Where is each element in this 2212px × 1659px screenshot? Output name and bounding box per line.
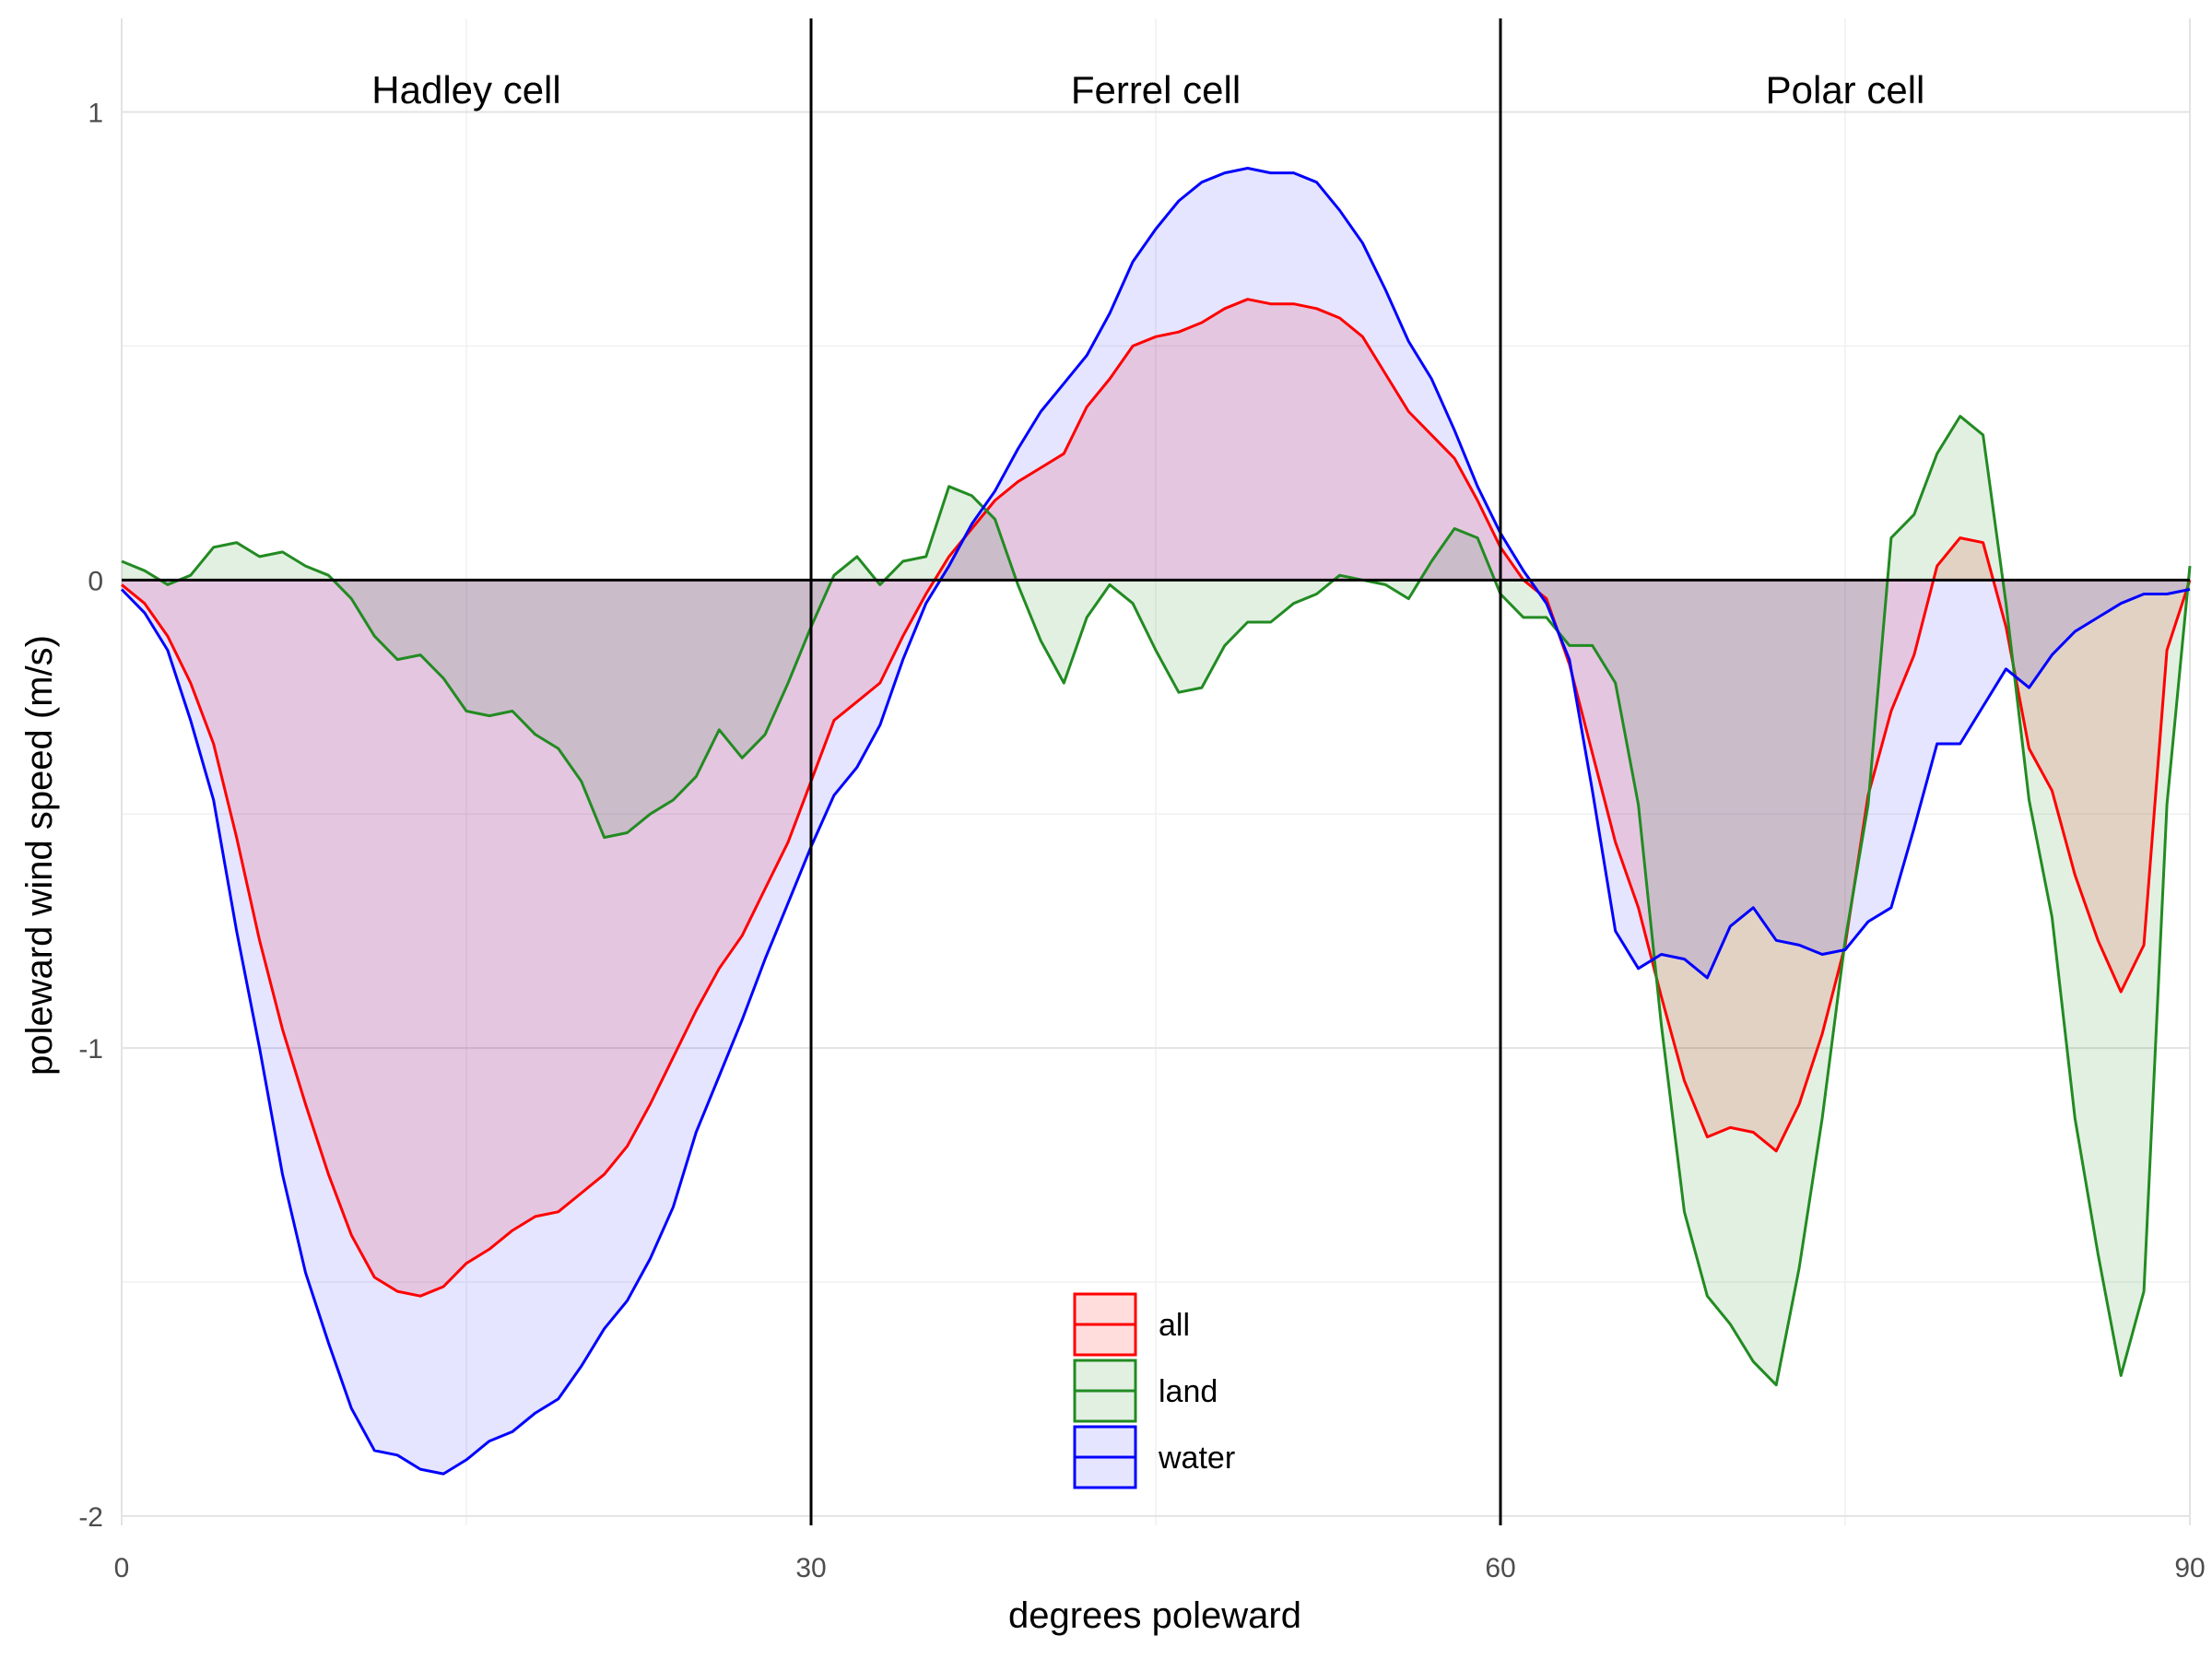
series-area-land bbox=[122, 416, 2190, 1385]
cell-labels: Hadley cell Ferrel cell Polar cell bbox=[371, 68, 1924, 112]
legend-label: land bbox=[1159, 1374, 1218, 1409]
cell-label: Hadley cell bbox=[371, 68, 560, 112]
series-line-land bbox=[121, 415, 2192, 1387]
cell-label: Polar cell bbox=[1766, 68, 1925, 112]
x-tick-label: 0 bbox=[114, 1553, 130, 1583]
y-tick-label: 1 bbox=[88, 99, 103, 129]
y-tick-label: -2 bbox=[78, 1502, 103, 1533]
legend-label: water bbox=[1158, 1441, 1235, 1476]
y-axis-title: poleward wind speed (m/s) bbox=[19, 635, 60, 1076]
x-tick-label: 30 bbox=[795, 1553, 826, 1583]
legend-item-land: land bbox=[1073, 1359, 1218, 1423]
x-tick-label: 90 bbox=[2174, 1553, 2205, 1583]
series-line-water bbox=[120, 167, 2191, 1476]
y-tick-labels: -2 -1 0 1 bbox=[78, 99, 103, 1533]
x-tick-label: 60 bbox=[1485, 1553, 1515, 1583]
series-area-water bbox=[122, 168, 2190, 1475]
series-area-all bbox=[122, 299, 2190, 1297]
series-lines bbox=[120, 167, 2192, 1476]
legend: all land water bbox=[1073, 1292, 1235, 1489]
y-tick-label: 0 bbox=[88, 566, 103, 596]
series-fills bbox=[122, 168, 2190, 1475]
x-tick-labels: 0 30 60 90 bbox=[114, 1553, 2206, 1583]
reference-lines bbox=[122, 18, 2190, 1525]
y-tick-label: -1 bbox=[78, 1034, 103, 1065]
cell-label: Ferrel cell bbox=[1071, 68, 1241, 112]
legend-label: all bbox=[1159, 1308, 1190, 1343]
legend-item-all: all bbox=[1073, 1292, 1190, 1357]
legend-item-water: water bbox=[1073, 1425, 1235, 1489]
x-axis-title: degrees poleward bbox=[1008, 1595, 1301, 1636]
